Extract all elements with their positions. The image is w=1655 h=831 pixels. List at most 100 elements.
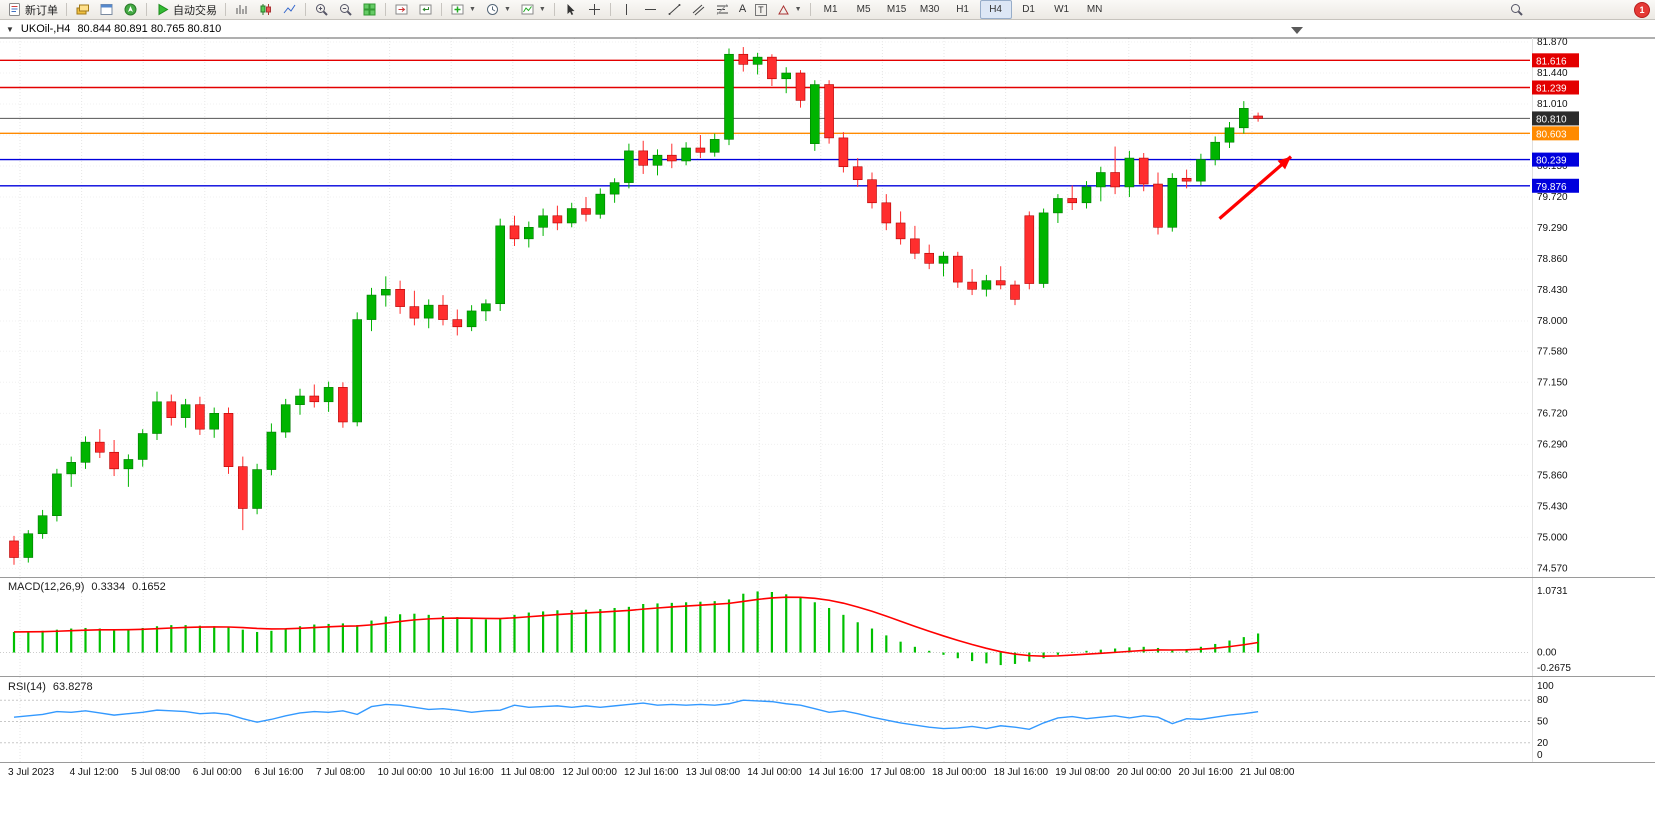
add-indicator-icon: [451, 4, 464, 15]
search-button[interactable]: [1505, 0, 1528, 19]
svg-text:80.810: 80.810: [1536, 114, 1567, 125]
separator: [553, 3, 555, 16]
zoom-out-button[interactable]: [334, 0, 357, 19]
tile-windows-button[interactable]: [358, 0, 381, 19]
timeframe-m5-button[interactable]: M5: [856, 4, 871, 15]
timeframe-d1-button[interactable]: D1: [1022, 4, 1035, 15]
label-tool-button[interactable]: T: [751, 0, 771, 19]
svg-text:11 Jul 08:00: 11 Jul 08:00: [501, 767, 555, 778]
auto-scroll-icon: [419, 4, 432, 15]
svg-text:1.0731: 1.0731: [1537, 586, 1568, 597]
line-chart-icon: [283, 4, 296, 14]
candle-chart-icon: [260, 4, 271, 15]
svg-text:77.150: 77.150: [1537, 377, 1568, 388]
fibonacci-tool-button[interactable]: [711, 0, 734, 19]
templates-button[interactable]: ▼: [516, 0, 550, 19]
dropdown-caret-icon: ▼: [794, 6, 802, 13]
add-indicator-button[interactable]: ▼: [446, 0, 480, 19]
price-marker-box: [1532, 152, 1579, 167]
svg-text:81.440: 81.440: [1537, 68, 1568, 79]
svg-text:21 Jul 08:00: 21 Jul 08:00: [1240, 767, 1295, 778]
svg-text:6 Jul 16:00: 6 Jul 16:00: [254, 767, 303, 778]
line-chart-type-button[interactable]: [278, 0, 301, 19]
autotrade-label: 自动交易: [173, 4, 217, 17]
chart-shift-button[interactable]: [390, 0, 413, 19]
chart-window: ▼ UKOil-,H4 80.844 80.891 80.765 80.810 …: [0, 20, 1655, 831]
svg-text:0.00: 0.00: [1537, 648, 1557, 659]
timeframe-m15-button[interactable]: M15: [886, 4, 907, 15]
cursor-tool-button[interactable]: [559, 0, 582, 19]
timeframe-h4-button[interactable]: H4: [979, 0, 1012, 19]
time-axis[interactable]: 3 Jul 2023 4 Jul 12:00 5 Jul 08:00 6 Jul 00…: [0, 762, 1655, 782]
notification-badge[interactable]: 1: [1634, 1, 1650, 18]
autotrade-button[interactable]: 自动交易: [151, 0, 221, 19]
auto-scroll-button[interactable]: [414, 0, 437, 19]
horizontal-level-lines[interactable]: [0, 59, 1530, 187]
main-toolbar: 新订单 自动交易 ▼ ▼: [0, 0, 1655, 20]
macd-indicator-panel[interactable]: 1.0731 0.00 -0.2675: [0, 577, 1655, 676]
separator: [225, 3, 226, 16]
zoom-in-icon: [316, 4, 328, 16]
timeframe-mn-button[interactable]: MN: [1086, 4, 1103, 15]
rsi-indicator-panel[interactable]: 100 80 50 200: [0, 676, 1655, 762]
rsi-value: 63.8278: [52, 681, 93, 693]
svg-text:75.430: 75.430: [1537, 501, 1568, 512]
separator: [609, 3, 611, 16]
horizontal-line-icon: [644, 9, 656, 10]
svg-text:80: 80: [1537, 695, 1549, 706]
macd-name: MACD(12,26,9): [8, 581, 85, 593]
timeframe-w1-button[interactable]: W1: [1054, 4, 1070, 15]
timeframe-m30-button[interactable]: M30: [919, 4, 940, 15]
layers-icon: [76, 4, 89, 15]
timeframe-h1-button[interactable]: H1: [956, 4, 969, 15]
main-price-chart[interactable]: 81.87081.44081.01080.58080.15079.72079.2…: [0, 20, 1655, 577]
vertical-line-tool-button[interactable]: [615, 0, 638, 19]
svg-text:17 Jul 08:00: 17 Jul 08:00: [870, 767, 925, 778]
shapes-tool-button[interactable]: ▼: [772, 0, 806, 19]
horizontal-line-tool-button[interactable]: [639, 0, 662, 19]
text-tool-button[interactable]: A: [735, 0, 750, 19]
crosshair-tool-button[interactable]: [583, 0, 606, 19]
data-window-button[interactable]: [95, 0, 118, 19]
svg-text:20: 20: [1537, 738, 1549, 749]
svg-text:81.870: 81.870: [1537, 37, 1568, 48]
svg-text:81.239: 81.239: [1536, 83, 1567, 94]
period-button[interactable]: ▼: [481, 0, 515, 19]
separator: [66, 3, 67, 16]
bar-chart-type-button[interactable]: [230, 0, 253, 19]
timeframe-m1-button[interactable]: M1: [823, 4, 838, 15]
window-icon: [100, 4, 113, 15]
svg-text:76.290: 76.290: [1537, 439, 1568, 450]
arrow-annotation[interactable]: [1218, 155, 1293, 220]
market-watch-button[interactable]: [71, 0, 94, 19]
svg-text:20 Jul 16:00: 20 Jul 16:00: [1178, 767, 1233, 778]
channel-tool-button[interactable]: [687, 0, 710, 19]
templates-icon: [521, 4, 534, 15]
svg-text:6 Jul 00:00: 6 Jul 00:00: [193, 767, 242, 778]
svg-text:19 Jul 08:00: 19 Jul 08:00: [1055, 767, 1110, 778]
chart-shift-marker[interactable]: [1291, 27, 1303, 34]
svg-text:79.720: 79.720: [1537, 192, 1568, 203]
shapes-icon: [777, 4, 789, 15]
svg-text:75.000: 75.000: [1537, 532, 1568, 543]
candlesticks[interactable]: [9, 47, 1263, 565]
separator: [809, 3, 811, 16]
price-marker-boxes: 81.616 81.239 80.810 80.603 80.239 79.876: [1532, 53, 1579, 193]
chart-collapse-icon[interactable]: ▼: [6, 24, 14, 34]
navigator-button[interactable]: [119, 0, 142, 19]
price-marker-box: [1532, 80, 1579, 95]
candle-chart-type-button[interactable]: [254, 0, 277, 19]
svg-text:80.239: 80.239: [1536, 156, 1567, 167]
search-icon: [1511, 4, 1523, 16]
svg-text:12 Jul 00:00: 12 Jul 00:00: [562, 767, 617, 778]
svg-text:78.000: 78.000: [1537, 316, 1568, 327]
new-order-button[interactable]: 新订单: [3, 0, 62, 19]
trendline-icon: [668, 4, 681, 15]
zoom-in-button[interactable]: [310, 0, 333, 19]
dropdown-caret-icon: ▼: [538, 6, 546, 13]
trendline-tool-button[interactable]: [663, 0, 686, 19]
separator: [441, 3, 442, 16]
macd-signal-line: [13, 596, 1259, 657]
svg-text:20 Jul 00:00: 20 Jul 00:00: [1117, 767, 1172, 778]
svg-text:10 Jul 00:00: 10 Jul 00:00: [378, 767, 433, 778]
